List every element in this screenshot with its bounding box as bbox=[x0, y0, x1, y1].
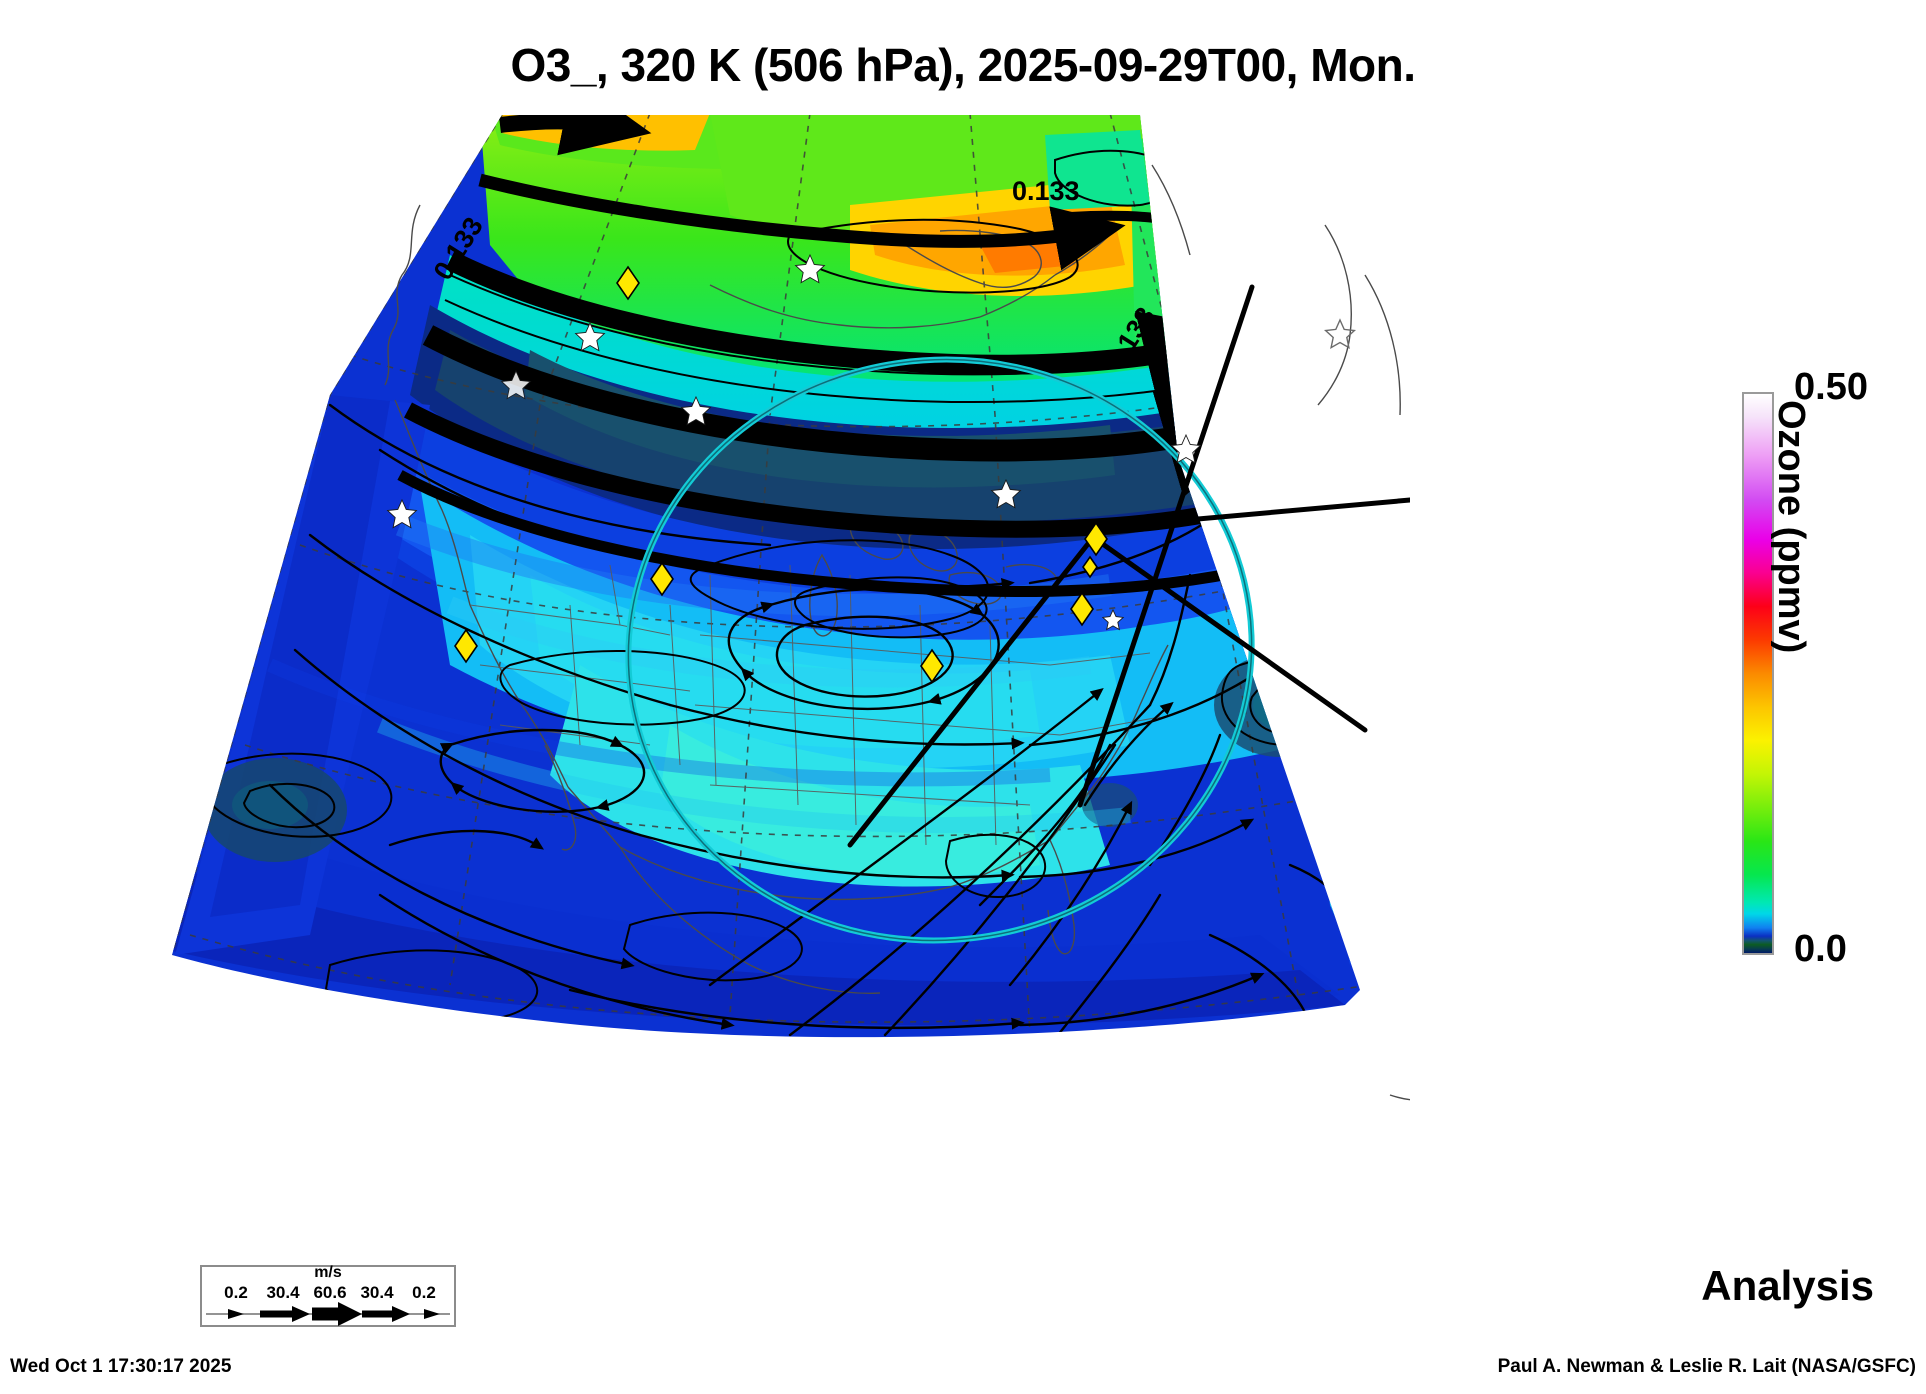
wind-tick-label: 30.4 bbox=[360, 1283, 394, 1302]
generation-timestamp: Wed Oct 1 17:30:17 2025 bbox=[10, 1356, 232, 1377]
ozone-contour-fill bbox=[172, 115, 1360, 1038]
colorbar-axis-label: Ozone (ppmv) bbox=[1770, 400, 1812, 654]
wind-tick-label: 60.6 bbox=[313, 1283, 347, 1302]
wind-legend-units-label: m/s bbox=[314, 1264, 342, 1281]
wind-legend-arrow-scale bbox=[206, 1302, 450, 1326]
colorbar-gradient bbox=[1742, 392, 1774, 955]
jet-stream-arrows bbox=[397, 115, 1341, 600]
station-markers-stars[interactable] bbox=[386, 253, 1357, 631]
wind-speed-legend: m/s 0.2 30.4 60.6 30.4 0.2 bbox=[200, 1264, 456, 1327]
range-ring bbox=[625, 356, 1255, 944]
wind-tick-label: 0.2 bbox=[224, 1283, 248, 1302]
map-panel[interactable]: 0.133 0.133 0.133 bbox=[150, 105, 1410, 1165]
colorbar: 0.50 0.0 bbox=[1742, 366, 1868, 970]
wind-streamlines bbox=[268, 403, 1360, 1038]
flight-track-lines bbox=[847, 284, 1410, 848]
station-markers-diamonds[interactable] bbox=[454, 265, 1108, 684]
page-title: O3_, 320 K (506 hPa), 2025-09-29T00, Mon… bbox=[510, 39, 1416, 91]
colorbar-min-label: 0.0 bbox=[1794, 928, 1847, 970]
contour-label: 0.133 bbox=[1012, 176, 1080, 206]
colorbar-max-label: 0.50 bbox=[1794, 366, 1868, 408]
author-credit: Paul A. Newman & Leslie R. Lait (NASA/GS… bbox=[1497, 1356, 1916, 1377]
analysis-label: Analysis bbox=[1701, 1262, 1874, 1309]
wind-tick-label: 30.4 bbox=[266, 1283, 300, 1302]
wind-tick-label: 0.2 bbox=[412, 1283, 436, 1302]
